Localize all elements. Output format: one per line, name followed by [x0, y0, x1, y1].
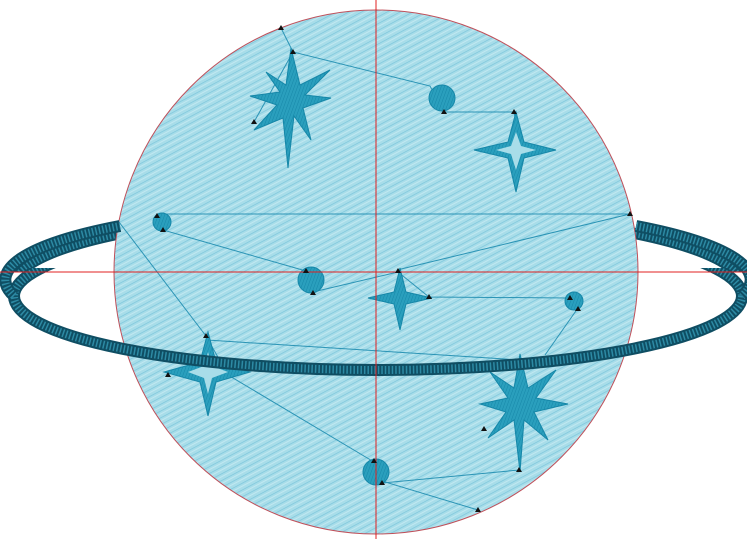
stitch-point-icon[interactable] [426, 294, 432, 299]
stitch-point-icon[interactable] [516, 467, 522, 472]
stitch-point-icon[interactable] [371, 458, 377, 463]
stitch-point-icon[interactable] [165, 372, 171, 377]
stitch-point-icon[interactable] [627, 211, 633, 216]
star-small-top-right[interactable] [473, 110, 557, 193]
stitch-point-icon[interactable] [303, 268, 309, 273]
stitch-point-icon[interactable] [511, 109, 517, 114]
stitch-point-icon[interactable] [251, 119, 257, 124]
stitch-point-icon[interactable] [379, 480, 385, 485]
stitch-point-icon[interactable] [441, 109, 447, 114]
stitch-point-icon[interactable] [475, 507, 481, 512]
stitch-point-icon[interactable] [575, 306, 581, 311]
stitch-markers [154, 25, 633, 512]
stitch-point-icon[interactable] [395, 268, 401, 273]
stitch-point-icon[interactable] [203, 333, 209, 338]
stitch-point-icon[interactable] [481, 426, 487, 431]
four-point-star-icon [367, 267, 433, 331]
stitch-point-icon[interactable] [290, 49, 296, 54]
moon-dot-icon[interactable] [564, 291, 584, 311]
star-small-center[interactable] [367, 267, 433, 331]
moon-dot-icon[interactable] [297, 266, 325, 294]
stitch-point-icon[interactable] [160, 227, 166, 232]
ring-sides [0, 220, 747, 301]
stitch-point-icon[interactable] [278, 25, 284, 30]
stitch-point-icon[interactable] [567, 295, 573, 300]
stitch-point-icon[interactable] [310, 290, 316, 295]
eight-point-star-icon [249, 47, 332, 169]
star-large-top-left[interactable] [249, 47, 332, 169]
moon-dot-icon[interactable] [428, 84, 456, 112]
stitch-point-icon[interactable] [154, 213, 160, 218]
